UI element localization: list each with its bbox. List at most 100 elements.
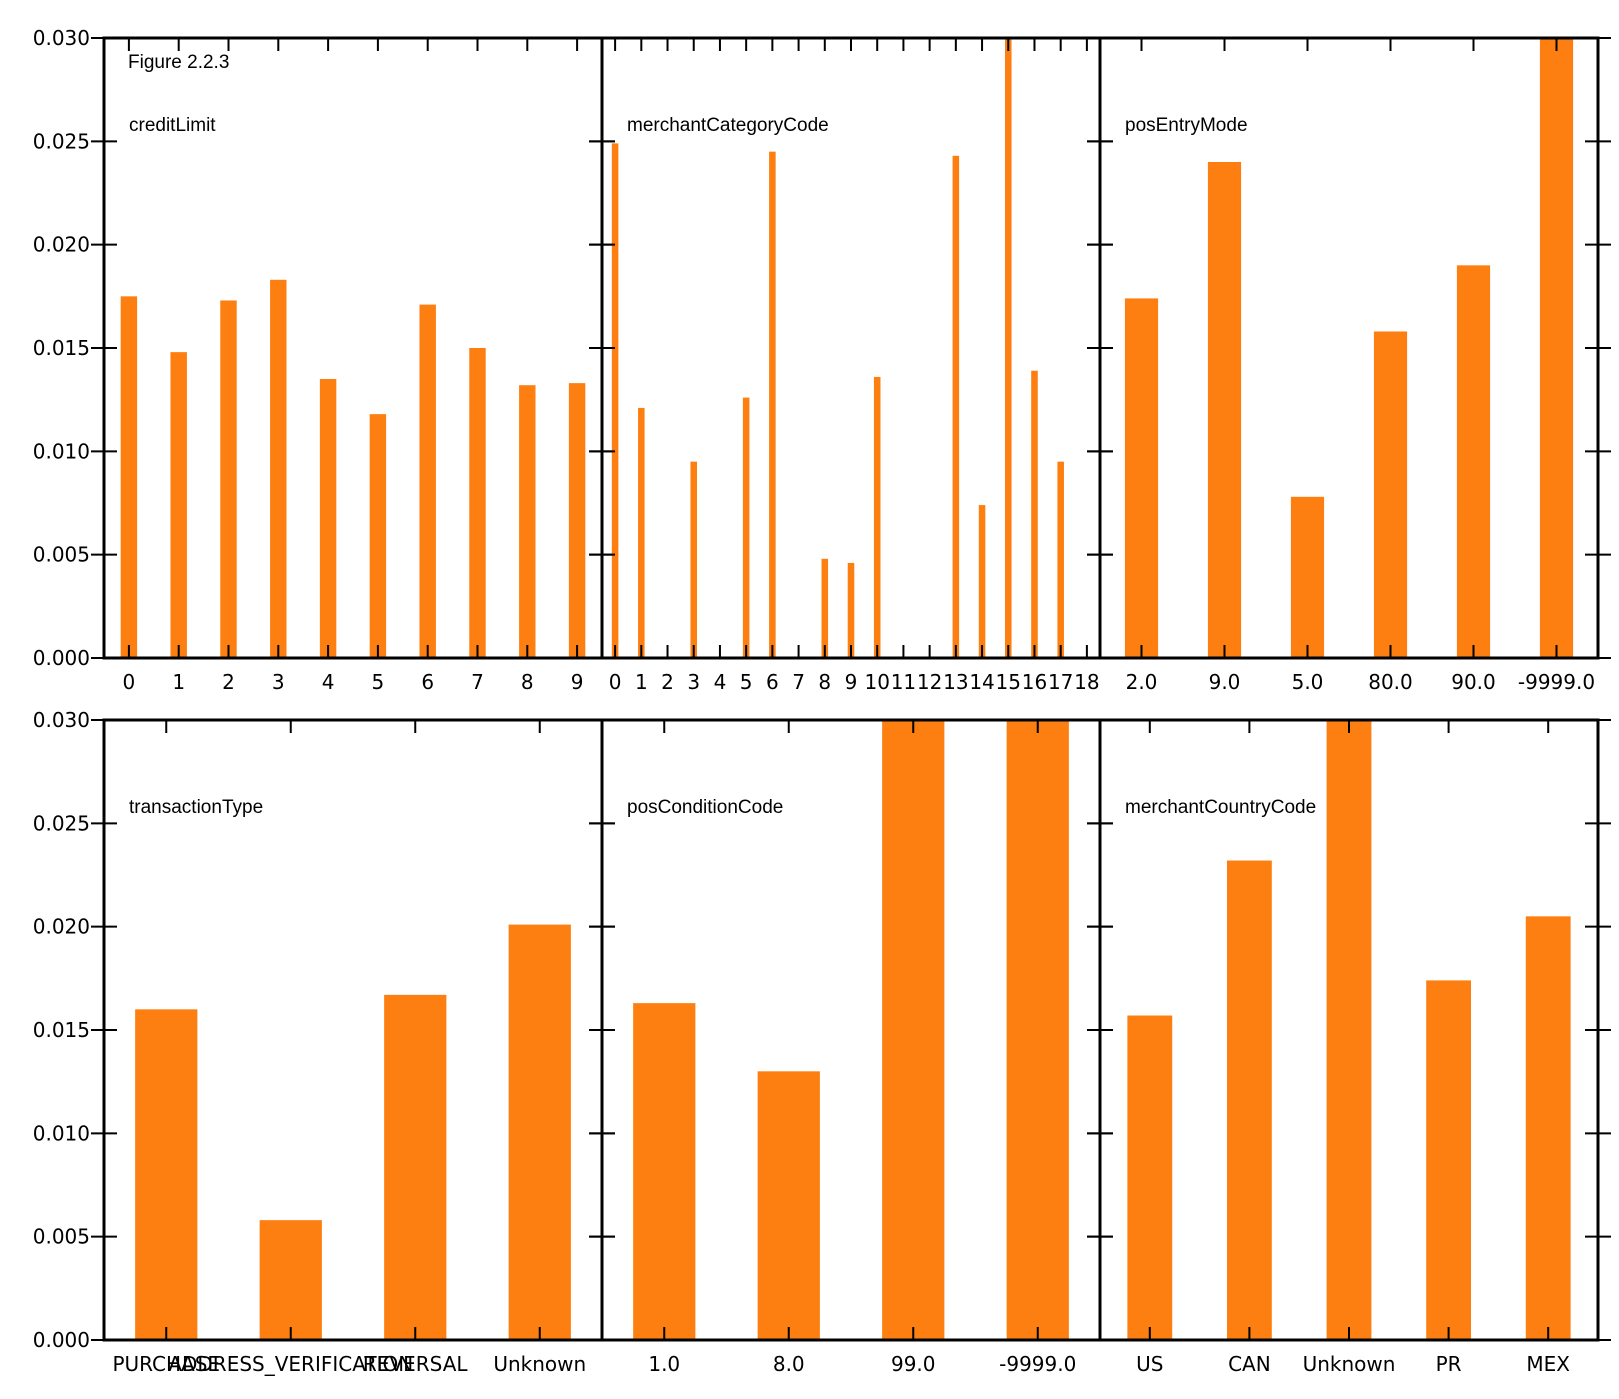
bar-posEntryMode--9999.0 [1539, 38, 1574, 658]
x-tick-label: 3 [272, 670, 285, 694]
bar-merchantCountryCode-Unknown [1326, 720, 1372, 1340]
bar-merchantCategoryCode-14 [978, 505, 986, 658]
bar-creditLimit-9 [568, 383, 586, 658]
x-tick-label: 99.0 [891, 1352, 936, 1376]
x-tick-label: 12 [917, 670, 942, 694]
x-tick-label: 17 [1048, 670, 1073, 694]
y-tick-label: 0.030 [33, 26, 90, 50]
y-tick-label: 0.005 [33, 543, 90, 567]
x-tick-label: 0 [609, 670, 622, 694]
figure-label: Figure 2.2.3 [128, 52, 229, 73]
x-tick-label: 4 [322, 670, 335, 694]
x-tick-label: 11 [891, 670, 916, 694]
y-tick-label: 0.020 [33, 915, 90, 939]
panel-title: posConditionCode [627, 797, 783, 818]
x-tick-label: 8 [818, 670, 831, 694]
panel-posConditionCode: 1.0 8.0 99.0 -9999.0 posConditionCode [589, 718, 1113, 1376]
bar-merchantCountryCode-US [1127, 1015, 1173, 1340]
x-tick-label: 14 [969, 670, 994, 694]
bar-posEntryMode-2.0 [1124, 298, 1159, 658]
x-tick-label: 6 [421, 670, 434, 694]
bar-creditLimit-7 [469, 348, 486, 658]
bar-merchantCategoryCode-0 [611, 143, 619, 658]
bar-creditLimit-0 [120, 296, 138, 658]
bar-creditLimit-6 [419, 304, 436, 658]
x-tick-label: MEX [1526, 1352, 1570, 1376]
y-tick-label: 0.005 [33, 1225, 90, 1249]
y-tick-label: 0.000 [33, 646, 90, 670]
panel-creditLimit: 0 1 2 3 4 5 6 7 8 9 0.000 0.005 0.010 0.015 0.020 0.025… [33, 26, 615, 694]
panels-group: 0 1 2 3 4 5 6 7 8 90.0000.0050.0100.0150.0200.025… [33, 26, 1611, 1376]
x-tick-label: 8.0 [773, 1352, 805, 1376]
x-tick-label: 1.0 [648, 1352, 680, 1376]
x-tick-label: 80.0 [1368, 670, 1413, 694]
bar-creditLimit-4 [319, 379, 337, 658]
x-tick-label: 2 [661, 670, 674, 694]
bar-merchantCountryCode-MEX [1525, 916, 1571, 1340]
bar-posEntryMode-90.0 [1456, 265, 1491, 658]
bar-transactionType-Unknown [508, 924, 571, 1340]
bar-posEntryMode-80.0 [1373, 331, 1408, 658]
bar-transactionType-PURCHASE [135, 1009, 198, 1340]
x-tick-label: -9999.0 [1518, 670, 1595, 694]
x-tick-label: 2.0 [1126, 670, 1158, 694]
bar-creditLimit-3 [270, 279, 287, 658]
bar-merchantCategoryCode-9 [847, 562, 855, 658]
panel-title: creditLimit [129, 115, 216, 136]
x-tick-label: 9 [845, 670, 858, 694]
x-tick-label: CAN [1228, 1352, 1271, 1376]
bar-posConditionCode-8.0 [757, 1071, 820, 1340]
bar-merchantCategoryCode-3 [690, 461, 698, 658]
bar-posConditionCode-1.0 [633, 1003, 696, 1340]
bar-posEntryMode-5.0 [1290, 496, 1325, 658]
x-tick-label: 1 [172, 670, 185, 694]
x-tick-label: REVERSAL [363, 1352, 468, 1376]
panel-merchantCountryCode: US CAN Unknown PR MEX merchantCountryCode [1087, 718, 1611, 1376]
x-tick-label: 7 [471, 670, 484, 694]
bar-merchantCountryCode-PR [1426, 980, 1472, 1340]
y-tick-label: 0.015 [33, 1018, 90, 1042]
bar-merchantCategoryCode-16 [1031, 370, 1038, 658]
bar-posConditionCode--9999.0 [1006, 720, 1069, 1340]
x-tick-label: 5.0 [1292, 670, 1324, 694]
panel-title: transactionType [129, 797, 263, 818]
x-tick-label: Unknown [493, 1352, 586, 1376]
bar-merchantCategoryCode-6 [769, 151, 776, 659]
x-tick-label: 15 [996, 670, 1021, 694]
bar-transactionType-ADDRESS_VERIFICATION [259, 1220, 322, 1340]
x-tick-label: Unknown [1303, 1352, 1396, 1376]
x-tick-label: 1 [635, 670, 648, 694]
bar-merchantCountryCode-CAN [1226, 860, 1272, 1340]
x-tick-label: 9 [571, 670, 584, 694]
x-tick-label: 7 [792, 670, 805, 694]
y-tick-label: 0.010 [33, 1121, 90, 1145]
bar-creditLimit-1 [170, 352, 187, 658]
bar-merchantCategoryCode-10 [873, 376, 881, 658]
panel-title: merchantCategoryCode [627, 115, 829, 136]
x-tick-label: PURCHASE [112, 1352, 220, 1376]
x-tick-label: 10 [864, 670, 889, 694]
bar-transactionType-REVERSAL [384, 994, 447, 1340]
x-tick-label: ADDRESS_VERIFICATION [168, 1352, 413, 1376]
bar-creditLimit-2 [220, 300, 237, 658]
x-tick-label: 3 [687, 670, 700, 694]
bar-merchantCategoryCode-15 [1004, 38, 1012, 658]
x-tick-label: -9999.0 [999, 1352, 1076, 1376]
panel-posEntryMode: 2.0 9.0 5.0 80.0 90.0 -9999.0 posEntryMode [1087, 36, 1611, 694]
x-tick-label: 18 [1074, 670, 1099, 694]
x-tick-label: 0 [123, 670, 136, 694]
bar-posConditionCode-99.0 [882, 720, 945, 1340]
y-tick-label: 0.030 [33, 708, 90, 732]
x-tick-label: 5 [372, 670, 385, 694]
x-tick-label: 6 [766, 670, 779, 694]
bar-creditLimit-5 [369, 414, 387, 658]
bar-merchantCategoryCode-1 [638, 407, 645, 658]
bar-merchantCategoryCode-13 [952, 155, 960, 659]
x-tick-label: 4 [714, 670, 727, 694]
x-tick-label: 9.0 [1209, 670, 1241, 694]
x-tick-label: 90.0 [1451, 670, 1496, 694]
x-tick-label: 2 [222, 670, 235, 694]
panel-merchantCategoryCode: 0 1 2 3 4 5 6 7 8 9 10 11 12 13 14 15 16 17 18merchantCate… [589, 36, 1113, 694]
x-tick-label: 8 [521, 670, 534, 694]
